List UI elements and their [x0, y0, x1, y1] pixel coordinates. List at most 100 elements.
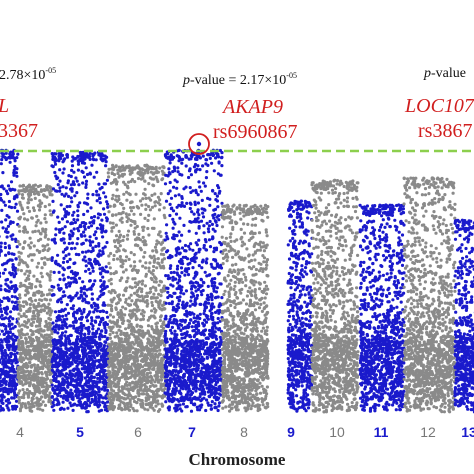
snp-point [30, 317, 34, 321]
snp-point [111, 221, 115, 225]
snp-point [14, 361, 18, 365]
snp-point [188, 281, 192, 285]
snp-point [105, 322, 109, 326]
snp-point [122, 402, 126, 406]
snp-point [158, 264, 162, 268]
snp-point [7, 251, 11, 255]
snp-point [147, 351, 152, 355]
snp-point [174, 212, 179, 216]
snp-point [85, 402, 89, 406]
snp-point [30, 333, 34, 337]
snp-point [36, 372, 41, 376]
snp-point [61, 361, 65, 365]
snp-point [65, 376, 69, 381]
snp-point [197, 226, 201, 230]
snp-point [114, 164, 118, 168]
snp-point [17, 329, 21, 333]
snp-point [127, 313, 132, 317]
snp-point [139, 212, 143, 216]
snp-point [142, 225, 146, 229]
snp-point [81, 361, 85, 365]
snp-point [119, 365, 124, 369]
snp-point [116, 311, 120, 315]
snp-point [111, 180, 115, 184]
snp-point [206, 284, 210, 288]
snp-point [84, 201, 88, 205]
snp-point [86, 192, 90, 196]
snp-point [87, 225, 91, 229]
snp-point [64, 254, 68, 258]
snp-point [129, 200, 133, 204]
snp-point [13, 205, 17, 210]
snp-point [102, 212, 107, 216]
snp-point [21, 343, 25, 347]
snp-point [17, 224, 21, 228]
snp-point [88, 271, 92, 275]
snp-point [23, 293, 28, 297]
snp-point [107, 373, 111, 377]
snp-point [150, 295, 154, 299]
snp-point [73, 261, 77, 265]
snp-point [47, 309, 51, 313]
snp-point [13, 269, 17, 273]
snp-point [62, 290, 66, 294]
snp-point [152, 397, 156, 401]
snp-point [127, 164, 131, 168]
snp-point [80, 326, 84, 330]
snp-point [108, 336, 112, 340]
snp-point [5, 404, 9, 408]
snp-point [103, 182, 108, 186]
snp-point [44, 306, 48, 310]
snp-point [17, 401, 21, 405]
snp-point [159, 242, 163, 246]
snp-point [15, 351, 19, 355]
snp-point [108, 360, 112, 364]
snp-point [78, 150, 82, 155]
snp-point [106, 394, 110, 398]
snp-point [144, 402, 148, 407]
snp-point [75, 271, 80, 275]
snp-point [66, 393, 70, 397]
snp-point [151, 249, 155, 253]
snp-point [81, 258, 85, 262]
snp-point [66, 406, 70, 410]
snp-point [157, 292, 161, 296]
snp-point [39, 353, 43, 357]
snp-point [19, 330, 23, 334]
snp-point [26, 218, 30, 222]
snp-point [88, 258, 92, 262]
snp-point [203, 318, 207, 322]
snp-point [35, 220, 39, 224]
snp-point [88, 376, 92, 380]
snp-point [121, 238, 125, 242]
snp-point [32, 317, 37, 321]
snp-point [107, 391, 111, 395]
snp-point [35, 214, 39, 218]
snp-point [138, 385, 142, 389]
snp-point [125, 198, 129, 202]
snp-point [45, 351, 50, 355]
snp-point [50, 358, 55, 362]
snp-point [0, 340, 4, 344]
snp-point [68, 373, 72, 377]
snp-point [41, 367, 45, 371]
snp-point [64, 338, 68, 342]
snp-point [154, 328, 158, 332]
snp-point [0, 299, 4, 304]
snp-point [134, 166, 138, 170]
snp-point [7, 205, 11, 209]
snp-point [102, 382, 106, 386]
snp-point [28, 390, 32, 394]
snp-point [52, 398, 57, 402]
snp-point [33, 183, 38, 187]
snp-point [146, 324, 151, 328]
snp-point [142, 255, 146, 259]
snp-point [117, 388, 121, 392]
snp-point [7, 289, 11, 293]
snp-point [44, 227, 48, 232]
snp-point [85, 357, 89, 361]
snp-point [108, 407, 112, 411]
snp-point [2, 296, 6, 300]
snp-point [1, 352, 5, 356]
snp-point [139, 312, 144, 316]
